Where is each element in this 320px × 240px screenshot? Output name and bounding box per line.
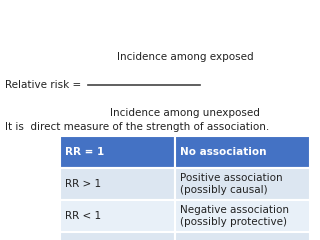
Bar <box>60 200 175 232</box>
Text: RR < 1: RR < 1 <box>65 211 101 221</box>
Bar <box>175 168 310 200</box>
Text: Positive association
(possibly causal): Positive association (possibly causal) <box>180 173 283 195</box>
Bar <box>175 200 310 232</box>
Text: Incidence among exposed: Incidence among exposed <box>117 52 253 62</box>
Bar <box>60 168 175 200</box>
Bar <box>60 136 175 168</box>
Text: RR > 1: RR > 1 <box>65 179 101 189</box>
Bar <box>175 232 310 240</box>
Text: RR = 1: RR = 1 <box>65 147 104 157</box>
Text: It is  direct measure of the strength of association.: It is direct measure of the strength of … <box>5 122 269 132</box>
Text: Incidence among unexposed: Incidence among unexposed <box>110 108 260 118</box>
Text: Negative association
(possibly protective): Negative association (possibly protectiv… <box>180 205 289 227</box>
Text: No association: No association <box>180 147 267 157</box>
Text: Relative risk =: Relative risk = <box>5 80 84 90</box>
Bar <box>60 232 175 240</box>
Bar <box>175 136 310 168</box>
